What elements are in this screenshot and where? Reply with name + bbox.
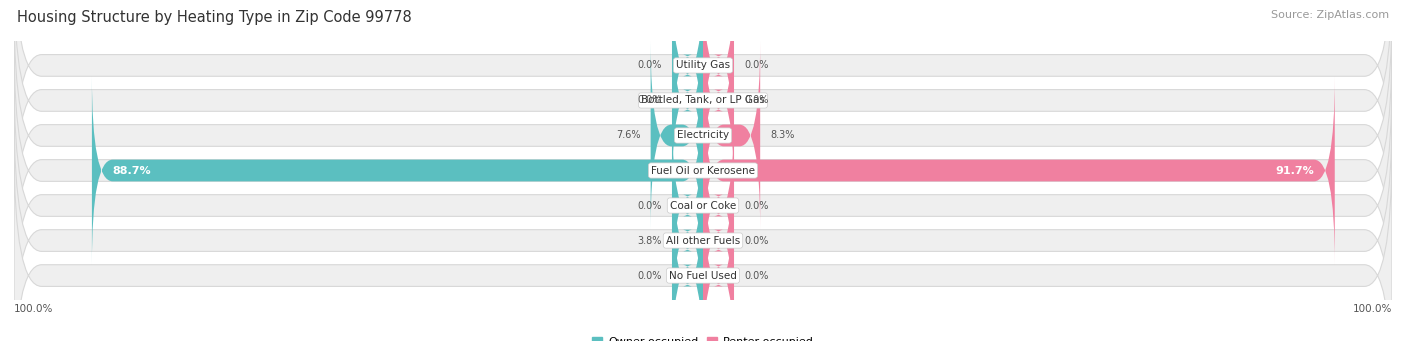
Text: Electricity: Electricity bbox=[676, 131, 730, 140]
FancyBboxPatch shape bbox=[14, 111, 1392, 341]
FancyBboxPatch shape bbox=[651, 41, 703, 230]
FancyBboxPatch shape bbox=[14, 0, 1392, 230]
FancyBboxPatch shape bbox=[14, 146, 1392, 341]
Text: 7.6%: 7.6% bbox=[616, 131, 640, 140]
Text: 0.0%: 0.0% bbox=[637, 270, 662, 281]
Text: 0.0%: 0.0% bbox=[744, 270, 769, 281]
FancyBboxPatch shape bbox=[91, 76, 703, 265]
Text: 0.0%: 0.0% bbox=[637, 60, 662, 71]
Text: 88.7%: 88.7% bbox=[112, 165, 152, 176]
Text: Coal or Coke: Coal or Coke bbox=[669, 201, 737, 210]
Text: 100.0%: 100.0% bbox=[1353, 304, 1392, 314]
FancyBboxPatch shape bbox=[14, 41, 1392, 300]
FancyBboxPatch shape bbox=[703, 41, 761, 230]
FancyBboxPatch shape bbox=[14, 0, 1392, 195]
Text: 3.8%: 3.8% bbox=[637, 236, 662, 246]
Text: 100.0%: 100.0% bbox=[14, 304, 53, 314]
Text: 0.0%: 0.0% bbox=[744, 95, 769, 105]
FancyBboxPatch shape bbox=[672, 181, 703, 341]
Text: Utility Gas: Utility Gas bbox=[676, 60, 730, 71]
FancyBboxPatch shape bbox=[703, 111, 734, 300]
Text: No Fuel Used: No Fuel Used bbox=[669, 270, 737, 281]
FancyBboxPatch shape bbox=[703, 181, 734, 341]
Text: 0.0%: 0.0% bbox=[744, 201, 769, 210]
Text: Housing Structure by Heating Type in Zip Code 99778: Housing Structure by Heating Type in Zip… bbox=[17, 10, 412, 25]
Legend: Owner-occupied, Renter-occupied: Owner-occupied, Renter-occupied bbox=[588, 333, 818, 341]
FancyBboxPatch shape bbox=[672, 111, 703, 300]
FancyBboxPatch shape bbox=[14, 6, 1392, 265]
Text: 8.3%: 8.3% bbox=[770, 131, 794, 140]
Text: 0.0%: 0.0% bbox=[637, 201, 662, 210]
Text: 0.0%: 0.0% bbox=[744, 60, 769, 71]
FancyBboxPatch shape bbox=[672, 146, 703, 335]
FancyBboxPatch shape bbox=[672, 0, 703, 160]
Text: 0.0%: 0.0% bbox=[744, 236, 769, 246]
Text: Source: ZipAtlas.com: Source: ZipAtlas.com bbox=[1271, 10, 1389, 20]
FancyBboxPatch shape bbox=[672, 6, 703, 195]
FancyBboxPatch shape bbox=[703, 0, 734, 160]
Text: 0.0%: 0.0% bbox=[637, 95, 662, 105]
Text: All other Fuels: All other Fuels bbox=[666, 236, 740, 246]
Text: Bottled, Tank, or LP Gas: Bottled, Tank, or LP Gas bbox=[641, 95, 765, 105]
FancyBboxPatch shape bbox=[14, 76, 1392, 335]
FancyBboxPatch shape bbox=[703, 6, 734, 195]
FancyBboxPatch shape bbox=[703, 146, 734, 335]
Text: 91.7%: 91.7% bbox=[1275, 165, 1315, 176]
Text: Fuel Oil or Kerosene: Fuel Oil or Kerosene bbox=[651, 165, 755, 176]
FancyBboxPatch shape bbox=[703, 76, 1334, 265]
